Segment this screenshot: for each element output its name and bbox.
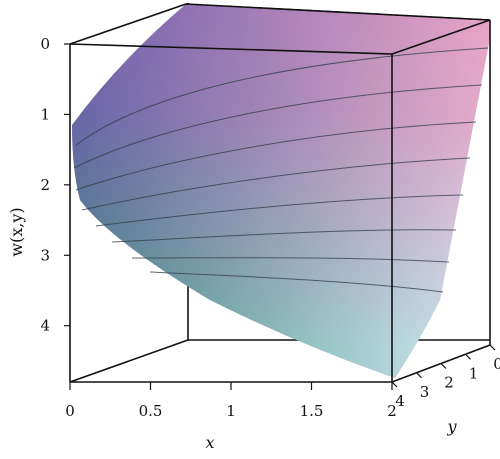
y-axis-label: y: [446, 417, 457, 436]
z-tick-label: 0: [40, 35, 50, 53]
contour-line: [75, 47, 489, 146]
x-axis-label: x: [205, 433, 214, 452]
contour-line: [73, 84, 483, 169]
x-tick-label: 1.5: [300, 402, 324, 420]
z-tick-label: 1: [40, 105, 50, 123]
surface-contours: [73, 47, 489, 293]
y-tick-mark: [391, 381, 398, 388]
y-tick-label: 0: [493, 355, 500, 373]
z-tick-label: 3: [40, 246, 50, 264]
surface: [72, 4, 490, 378]
x-tick-label: 0: [65, 402, 75, 420]
y-tick-mark: [440, 363, 447, 369]
box-front: [69, 3, 491, 383]
y-tick-mark: [465, 353, 471, 360]
y-tick-label: 3: [420, 383, 430, 401]
y-tick-label: 4: [395, 392, 405, 410]
z-tick-label: 2: [40, 176, 50, 194]
y-tick-label: 2: [444, 374, 454, 392]
x-tick-label: 1: [226, 402, 236, 420]
z-axis-ticks: 0 1 2 3 4: [40, 35, 70, 335]
x-tick-label: 0.5: [139, 402, 163, 420]
contour-line: [111, 229, 457, 243]
contour-line: [149, 271, 444, 293]
y-tick-label: 1: [469, 364, 479, 382]
y-tick-mark: [416, 372, 422, 379]
z-tick-label: 4: [40, 317, 50, 335]
x-tick-label: 2: [387, 402, 397, 420]
contour-line: [95, 194, 464, 227]
contour-line: [75, 121, 477, 191]
contour-line: [81, 157, 471, 211]
contour-line: [131, 257, 450, 263]
z-axis-label: w(x,y): [7, 207, 26, 256]
x-axis-ticks: 0 0.5 1 1.5 2: [65, 382, 397, 420]
y-tick-mark: [489, 344, 496, 351]
